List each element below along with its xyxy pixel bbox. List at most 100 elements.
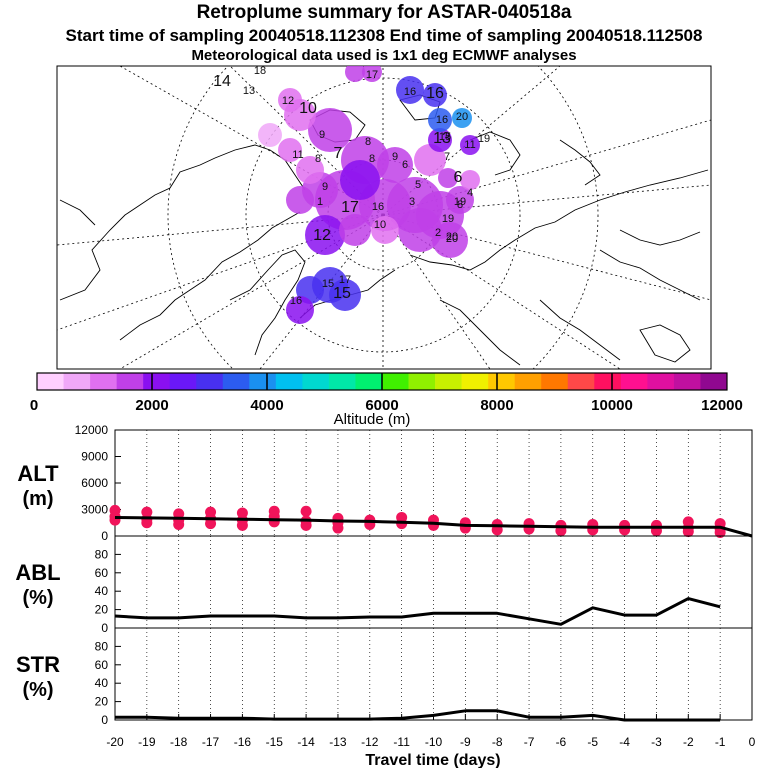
plume-cluster-label: 13 (433, 130, 451, 147)
plume-cluster-marker (296, 156, 324, 184)
plume-cluster-marker (258, 123, 282, 147)
legend-swatch (673, 373, 701, 390)
altitude-point (332, 522, 344, 534)
plume-cluster-label: 16 (290, 295, 302, 307)
panel-ylabel-unit: (m) (22, 488, 53, 510)
x-tick-label: 0 (749, 735, 756, 749)
x-tick-label: -19 (138, 735, 156, 749)
x-tick-label: -11 (393, 735, 410, 749)
plume-cluster-marker (286, 186, 314, 214)
altitude-legend-title: Altitude (m) (334, 411, 411, 428)
plume-cluster-marker (329, 279, 361, 311)
plume-cluster-marker (432, 222, 468, 258)
y-tick-label: 60 (95, 566, 109, 580)
plume-cluster-label: 14 (213, 73, 231, 90)
plume-cluster-label: 17 (339, 274, 351, 286)
x-tick-label: -5 (587, 735, 598, 749)
y-tick-label: 3000 (81, 503, 108, 517)
plume-cluster-label: 7 (334, 145, 343, 162)
legend-swatch (541, 373, 569, 390)
legend-swatch (488, 373, 515, 390)
plume-cluster-marker (339, 214, 371, 246)
legend-swatch (594, 373, 622, 390)
legend-swatch (355, 373, 383, 390)
altitude-point (300, 505, 312, 517)
legend-swatch (302, 373, 330, 390)
altitude-legend-ticks: 0 2000 4000 6000 8000 10000 12000 (30, 373, 743, 414)
panel-ylabel-name: ALT (17, 461, 59, 486)
met-data-note: Meteorological data used is 1x1 deg ECMW… (191, 47, 577, 64)
plume-cluster-label: 6 (402, 159, 408, 171)
altitude-point (236, 519, 248, 531)
legend-tick-label: 12000 (701, 397, 743, 414)
x-tick-label: -2 (683, 735, 694, 749)
plume-cluster-marker (377, 147, 413, 183)
plume-cluster-label: 2 (435, 227, 441, 239)
plume-cluster-label: 9 (322, 181, 328, 193)
plume-cluster-marker (286, 296, 314, 324)
plume-cluster-marker (396, 76, 424, 104)
chart-title: Retroplume summary for ASTAR-040518a (196, 2, 572, 23)
plume-cluster-label: 12 (282, 95, 294, 107)
plume-cluster-label: 8 (315, 153, 321, 165)
plume-cluster-label: 9 (392, 151, 398, 163)
x-axis-label: Travel time (days) (365, 752, 500, 768)
plume-cluster-marker (428, 108, 452, 132)
legend-swatch (514, 373, 542, 390)
y-tick-label: 0 (101, 713, 108, 727)
plume-cluster-label: 13 (243, 85, 255, 97)
legend-swatch (647, 373, 675, 390)
x-tick-label: -10 (425, 735, 443, 749)
plume-cluster-marker (345, 66, 365, 82)
x-tick-label: -6 (556, 735, 567, 749)
plume-cluster-label: 8 (369, 153, 375, 165)
plume-cluster-label: 16 (404, 86, 416, 98)
legend-swatch (435, 373, 462, 390)
legend-swatch (222, 373, 250, 390)
plume-cluster-label: 4 (467, 187, 473, 199)
altitude-point (300, 519, 312, 531)
legend-swatch (90, 373, 117, 390)
altitude-point (173, 519, 185, 531)
plume-cluster-label: 17 (366, 69, 378, 81)
altitude-point (428, 519, 439, 531)
plume-cluster-marker (423, 83, 447, 107)
plume-cluster-label: 5 (415, 179, 421, 191)
y-tick-label: 40 (95, 676, 109, 690)
plume-cluster-marker (460, 135, 480, 155)
legend-tick-label: 10000 (591, 397, 633, 414)
legend-swatch (382, 373, 409, 390)
panel-ylabel-unit: (%) (22, 679, 53, 701)
plume-cluster-marker (452, 108, 472, 128)
x-tick-label: -13 (329, 735, 347, 749)
legend-tick-label: 6000 (365, 397, 398, 414)
legend-swatch (567, 373, 595, 390)
plume-cluster-label: 17 (341, 199, 359, 216)
plume-cluster-marker (362, 66, 382, 82)
x-tick-label: -1 (715, 735, 726, 749)
legend-swatch (700, 373, 728, 390)
plume-cluster-label: 12 (313, 227, 331, 244)
plume-cluster-marker (305, 215, 345, 255)
plume-cluster-marker (398, 208, 442, 252)
plume-cluster-label: 16 (436, 114, 448, 126)
x-tick-label: -14 (297, 735, 315, 749)
plume-cluster-label: 8 (457, 199, 463, 211)
plume-cluster-label: 10 (374, 219, 386, 231)
legend-swatch (169, 373, 197, 390)
plume-cluster-label: 19 (478, 133, 490, 145)
y-tick-label: 80 (95, 639, 109, 653)
y-tick-label: 6000 (81, 476, 108, 490)
y-tick-label: 0 (101, 621, 108, 635)
legend-swatch (275, 373, 303, 390)
plume-cluster-label: 9 (319, 129, 325, 141)
plume-cluster-label: 20 (456, 111, 468, 123)
abl-line (114, 597, 721, 626)
y-tick-label: 80 (95, 547, 109, 561)
x-tick-label: -18 (170, 735, 188, 749)
altitude-point (205, 518, 217, 530)
legend-swatch (408, 373, 436, 390)
x-tick-label: -20 (106, 735, 124, 749)
x-tick-label: -4 (619, 735, 630, 749)
